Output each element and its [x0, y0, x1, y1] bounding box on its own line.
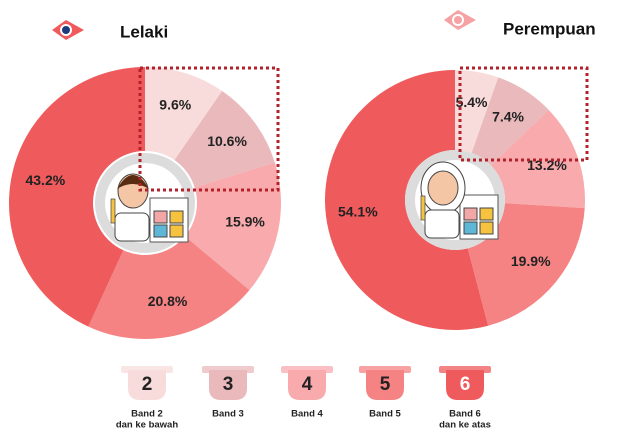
- block: [169, 224, 184, 238]
- value-label: 10.6%: [207, 133, 247, 149]
- slice: [174, 90, 275, 188]
- body: [114, 212, 150, 242]
- value-label: 5.4%: [456, 94, 488, 110]
- slice: [145, 67, 223, 161]
- chart-title: Perempuan: [503, 19, 596, 38]
- legend-label: Band 6: [449, 409, 481, 420]
- slice: [455, 70, 499, 153]
- legend-label: dan ke atas: [439, 420, 491, 431]
- value-label: 7.4%: [492, 108, 524, 124]
- legend-label: Band 2: [131, 409, 163, 420]
- value-label: 19.9%: [511, 253, 551, 269]
- legend-swatch: [446, 370, 484, 400]
- slice: [491, 109, 585, 209]
- pin-icon-right: [444, 10, 476, 30]
- slice: [471, 77, 549, 166]
- legend-label: dan ke bawah: [116, 420, 178, 431]
- slice: [325, 70, 489, 330]
- pin-icon-left: [52, 20, 84, 40]
- pencil: [420, 195, 426, 221]
- legend-swatch: [288, 370, 326, 400]
- block: [479, 221, 494, 235]
- block: [463, 221, 478, 235]
- block: [463, 207, 478, 221]
- legend-swatch: [366, 370, 404, 400]
- slice: [88, 236, 250, 339]
- legend-number: 5: [380, 374, 391, 395]
- block: [169, 210, 184, 224]
- legend-swatch: [128, 370, 166, 400]
- legend-number: 4: [302, 374, 313, 395]
- value-label: 20.8%: [148, 293, 188, 309]
- value-label: 54.1%: [338, 203, 378, 219]
- legend-swatch: [209, 370, 247, 400]
- legend-item: 4 Band 4: [281, 366, 333, 420]
- legend-number: 2: [142, 374, 153, 395]
- legend-label: Band 3: [212, 409, 244, 420]
- face: [427, 170, 459, 206]
- block: [153, 224, 168, 238]
- block: [479, 207, 494, 221]
- pencil: [110, 198, 116, 224]
- highlight-box: [138, 66, 280, 192]
- chart-title: Lelaki: [120, 22, 168, 41]
- donut-chart: 9.6% 10.6% 15.9% 20.8% 43.2%: [8, 67, 281, 339]
- legend-item: 5 Band 5: [359, 366, 411, 420]
- slice: [8, 67, 145, 327]
- value-label: 15.9%: [225, 214, 265, 230]
- legend-number: 6: [460, 374, 471, 395]
- legend-item: 3 Band 3: [202, 366, 254, 420]
- value-label: 9.6%: [159, 96, 191, 112]
- value-label: 43.2%: [25, 172, 65, 188]
- donut-chart: 5.4%7.4%13.2%19.9%54.1%: [325, 70, 585, 330]
- block: [153, 210, 168, 224]
- legend-label: Band 4: [291, 409, 323, 420]
- legend-number: 3: [223, 374, 234, 395]
- body: [424, 209, 460, 239]
- highlight-box: [458, 66, 589, 162]
- legend-label: Band 5: [369, 409, 401, 420]
- slice: [184, 162, 281, 291]
